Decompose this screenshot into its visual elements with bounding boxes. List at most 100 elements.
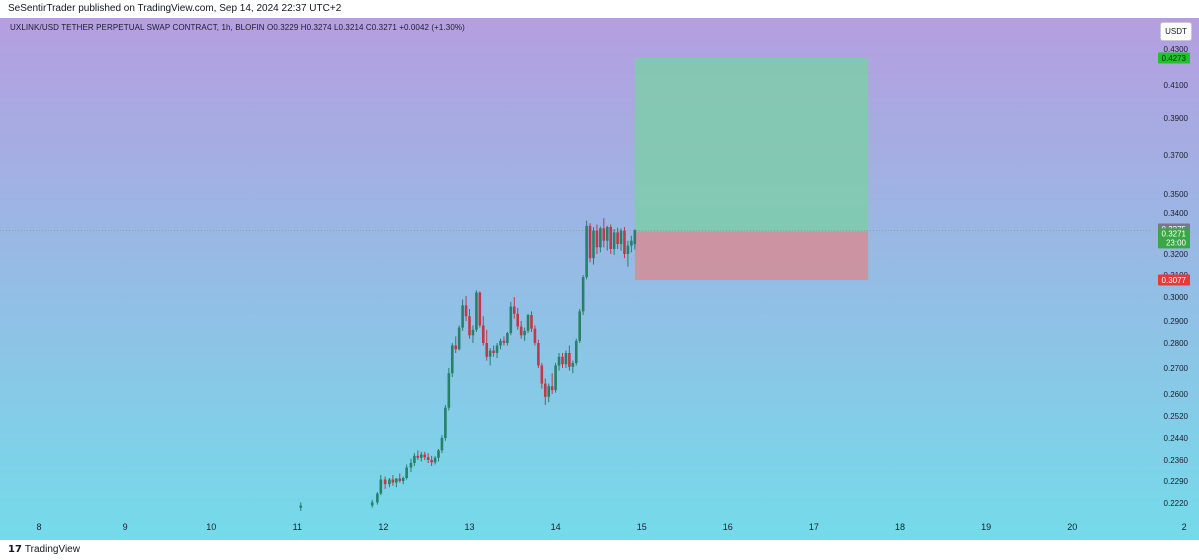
- time-tick-label: 9: [123, 522, 128, 532]
- bar-countdown: 23:00: [1166, 238, 1187, 247]
- candle-body: [468, 316, 471, 336]
- candle-body: [557, 356, 561, 366]
- candle-body: [585, 225, 588, 278]
- candle-body: [433, 457, 437, 463]
- candle-body: [605, 227, 609, 241]
- price-tick-label: 0.3500: [1164, 190, 1189, 199]
- candle-body: [388, 479, 391, 485]
- candle-body: [533, 328, 537, 343]
- candle-body: [450, 345, 454, 374]
- candle-body: [401, 478, 405, 481]
- footer: 𝟭𝟳 TradingView: [0, 540, 1199, 560]
- time-tick-label: 17: [809, 522, 819, 532]
- candle-body: [633, 230, 637, 245]
- candle-body: [488, 350, 492, 357]
- candle-body: [502, 340, 506, 343]
- candle-body: [437, 450, 440, 458]
- price-tick-label: 0.3700: [1164, 151, 1189, 160]
- price-tick-label: 0.2900: [1164, 317, 1189, 326]
- candle-body: [409, 463, 413, 468]
- candle-body: [526, 315, 530, 331]
- candle-body: [588, 225, 592, 259]
- price-tick-label: 0.3200: [1164, 250, 1189, 259]
- candle-body: [616, 232, 619, 244]
- candle-body: [626, 245, 630, 254]
- candle-body: [461, 305, 464, 328]
- candle-body: [561, 356, 564, 365]
- publish-info: SeSentirTrader published on TradingView.…: [8, 3, 342, 14]
- time-tick-label: 2: [1182, 522, 1187, 532]
- candle-body: [405, 467, 408, 478]
- candle-body: [630, 240, 633, 246]
- candle-body: [599, 228, 602, 248]
- candle-body: [564, 353, 568, 365]
- candle-body: [619, 230, 623, 244]
- candle-body: [444, 407, 447, 438]
- candle-body: [391, 479, 395, 483]
- time-tick-label: 8: [36, 522, 41, 532]
- tradingview-logo-icon: 𝟭𝟳: [8, 544, 22, 555]
- candle-body: [419, 454, 423, 458]
- time-tick-label: 14: [551, 522, 561, 532]
- candle-body: [512, 306, 516, 314]
- candle-body: [475, 292, 478, 330]
- chart-area[interactable]: 0.41000.39000.37000.35000.34000.32000.31…: [0, 18, 1199, 540]
- price-tick-label: 0.3000: [1164, 293, 1189, 302]
- candle-body: [574, 340, 578, 363]
- candle-body: [447, 373, 451, 408]
- candle-body: [623, 230, 626, 254]
- candle-body: [485, 343, 489, 357]
- candle-body: [492, 350, 495, 353]
- candle-body: [592, 230, 595, 259]
- candle-body: [495, 345, 499, 353]
- candle-body: [519, 326, 523, 336]
- stop-price-badge: 0.3077: [1162, 276, 1187, 285]
- time-tick-label: 12: [378, 522, 388, 532]
- candle-body: [568, 353, 571, 367]
- candle-body: [430, 460, 433, 463]
- time-tick-label: 20: [1067, 522, 1077, 532]
- price-tick-label: 0.2290: [1164, 477, 1189, 486]
- price-chart[interactable]: 0.41000.39000.37000.35000.34000.32000.31…: [0, 18, 1199, 540]
- currency-button[interactable]: USDT: [1160, 22, 1192, 41]
- price-tick-label: 0.2220: [1164, 499, 1189, 508]
- candles-group: [299, 218, 637, 511]
- candle-body: [516, 313, 520, 327]
- brand-name: TradingView: [24, 544, 80, 555]
- candle-body: [554, 365, 557, 391]
- candle-body: [299, 505, 303, 508]
- candle-body: [550, 386, 554, 391]
- candle-body: [581, 277, 585, 312]
- candle-body: [457, 327, 461, 350]
- time-tick-label: 11: [293, 522, 302, 532]
- last-price-badge-bg: [1158, 228, 1190, 249]
- time-axis[interactable]: 8 9 10 11 12 13 14 15 16 17 18 19 20 2: [36, 522, 1186, 532]
- candle-body: [595, 230, 599, 248]
- price-tick-label: 0.4100: [1164, 81, 1189, 90]
- candle-body: [376, 493, 379, 503]
- candle-body: [509, 306, 513, 334]
- candle-body: [413, 455, 416, 463]
- candle-body: [478, 292, 482, 326]
- candle-body: [454, 345, 458, 350]
- target-price-badge: 0.4273: [1162, 54, 1187, 63]
- loss-zone[interactable]: [634, 231, 869, 281]
- candle-body: [398, 478, 402, 481]
- candle-body: [481, 325, 485, 343]
- tradingview-logo[interactable]: 𝟭𝟳 TradingView: [8, 543, 80, 557]
- candle-body: [543, 383, 547, 397]
- candle-body: [602, 228, 606, 241]
- price-tick-label: 0.3900: [1164, 114, 1189, 123]
- price-tick-label: 0.2800: [1164, 339, 1189, 348]
- price-axis[interactable]: 0.41000.39000.37000.35000.34000.32000.31…: [1164, 81, 1189, 508]
- candle-body: [395, 478, 398, 483]
- time-tick-label: 19: [981, 522, 991, 532]
- price-tick-label: 0.2600: [1164, 390, 1189, 399]
- profit-zone[interactable]: [634, 58, 869, 232]
- price-tick-label: 0.2520: [1164, 412, 1189, 421]
- price-tick-label: 0.2360: [1164, 456, 1189, 465]
- candle-body: [537, 343, 540, 366]
- candle-body: [571, 363, 575, 367]
- time-tick-label: 10: [206, 522, 216, 532]
